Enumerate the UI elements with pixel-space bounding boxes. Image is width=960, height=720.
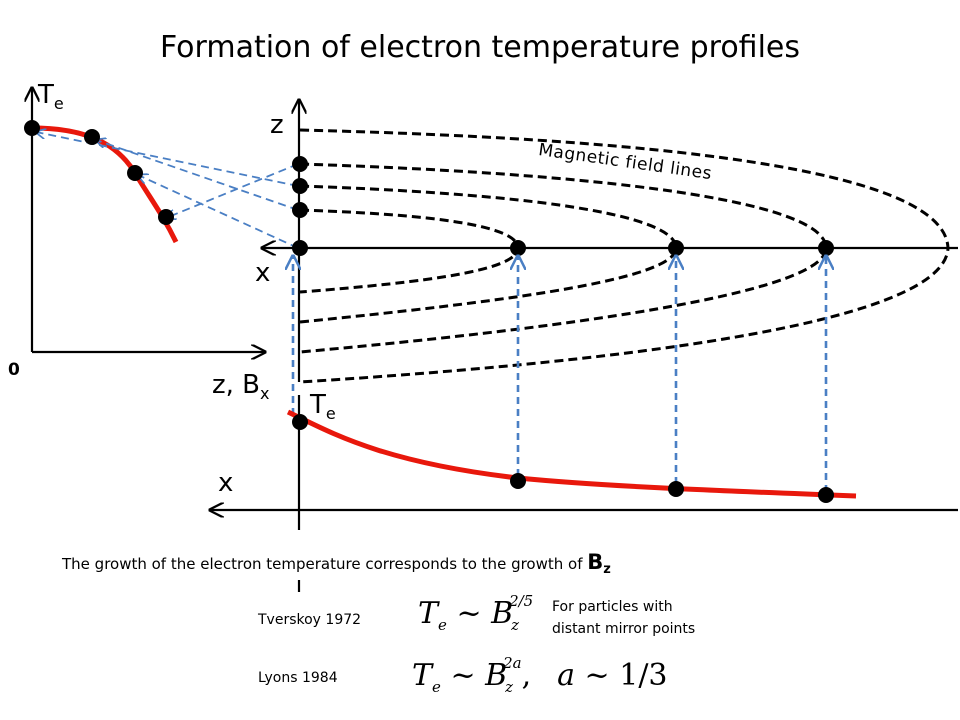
field-line-3 — [299, 184, 678, 324]
field-line-2 — [299, 162, 828, 354]
field-points — [292, 156, 834, 256]
arrow-to-left-point-4 — [166, 163, 299, 218]
x-point-3 — [818, 240, 834, 256]
center-axes — [262, 100, 958, 382]
left-point-3 — [127, 165, 143, 181]
bottom-point-0 — [292, 414, 308, 430]
left-mapping-arrows — [36, 132, 299, 249]
formula-lyons: Te ~ Bz2a, a ~ 1/3 — [412, 654, 668, 696]
origin-label: 0 — [8, 360, 20, 380]
x-point-1 — [510, 240, 526, 256]
z-point-1 — [292, 156, 308, 172]
arrow-to-left-point-3 — [138, 175, 299, 249]
field-line-1 — [299, 128, 950, 384]
arrow-to-left-point-2 — [96, 140, 299, 211]
origin-point — [292, 240, 308, 256]
left-x-label: z, Bx — [212, 370, 270, 404]
bottom-point-1 — [510, 473, 526, 489]
growth-statement: The growth of the electron temperature c… — [62, 550, 611, 577]
bottom-temperature-curve — [286, 409, 857, 499]
formula-tverskoy: Te ~ Bz2/5 — [418, 592, 534, 634]
bottom-y-label: Te — [310, 390, 336, 424]
reference-tverskoy: Tverskoy 1972 — [258, 612, 362, 628]
bottom-profile-points — [292, 414, 834, 503]
left-plot-axes — [32, 88, 265, 352]
center-x-label: x — [255, 258, 271, 288]
left-y-label: Te — [38, 80, 64, 114]
arrow-to-left-point-1 — [36, 132, 299, 187]
left-point-4 — [158, 209, 174, 225]
left-point-2 — [84, 129, 100, 145]
formula-note: For particles with distant mirror points — [552, 599, 696, 637]
left-point-1 — [24, 120, 40, 136]
z-axis-label: z — [270, 110, 284, 140]
bottom-point-2 — [668, 481, 684, 497]
x-point-2 — [668, 240, 684, 256]
field-line-4 — [299, 208, 520, 294]
bottom-x-label: x — [218, 468, 234, 498]
page-title: Formation of electron temperature profil… — [160, 30, 800, 65]
left-profile-points — [24, 120, 174, 225]
vertical-mapping-arrows — [293, 256, 826, 492]
z-point-3 — [292, 202, 308, 218]
bottom-point-3 — [818, 487, 834, 503]
z-point-2 — [292, 178, 308, 194]
reference-lyons: Lyons 1984 — [258, 670, 338, 686]
